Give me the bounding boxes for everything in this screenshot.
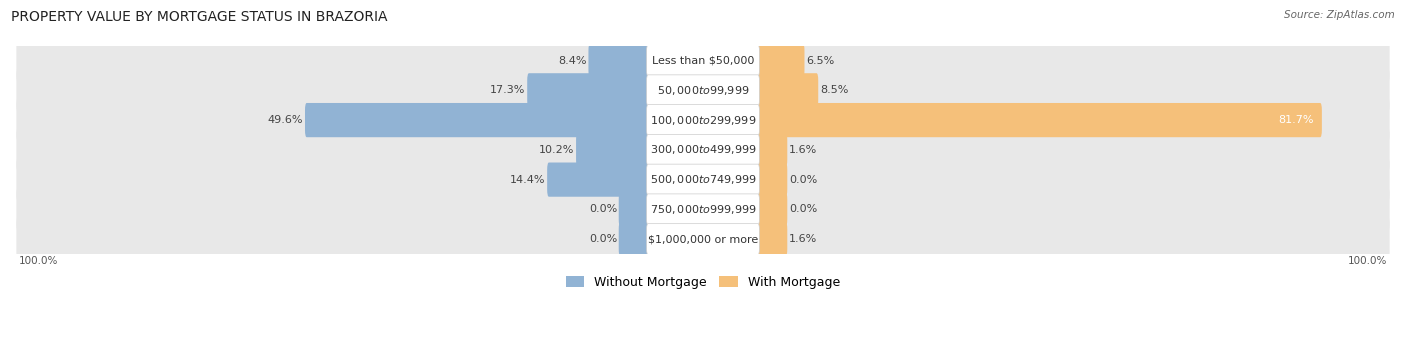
Text: $300,000 to $499,999: $300,000 to $499,999 bbox=[650, 143, 756, 157]
FancyBboxPatch shape bbox=[17, 187, 1389, 232]
FancyBboxPatch shape bbox=[756, 222, 787, 256]
FancyBboxPatch shape bbox=[17, 127, 1389, 173]
FancyBboxPatch shape bbox=[756, 192, 787, 226]
FancyBboxPatch shape bbox=[619, 192, 650, 226]
FancyBboxPatch shape bbox=[589, 43, 650, 78]
Text: 0.0%: 0.0% bbox=[789, 175, 817, 184]
Text: 100.0%: 100.0% bbox=[18, 256, 58, 266]
Text: 100.0%: 100.0% bbox=[1348, 256, 1388, 266]
Text: $500,000 to $749,999: $500,000 to $749,999 bbox=[650, 173, 756, 186]
FancyBboxPatch shape bbox=[305, 103, 650, 137]
FancyBboxPatch shape bbox=[17, 68, 1389, 113]
FancyBboxPatch shape bbox=[647, 45, 759, 76]
FancyBboxPatch shape bbox=[647, 194, 759, 225]
Text: 17.3%: 17.3% bbox=[491, 85, 526, 95]
Text: 1.6%: 1.6% bbox=[789, 145, 817, 155]
FancyBboxPatch shape bbox=[756, 73, 818, 107]
Legend: Without Mortgage, With Mortgage: Without Mortgage, With Mortgage bbox=[561, 271, 845, 294]
FancyBboxPatch shape bbox=[647, 105, 759, 136]
Text: $50,000 to $99,999: $50,000 to $99,999 bbox=[657, 84, 749, 97]
FancyBboxPatch shape bbox=[647, 224, 759, 255]
FancyBboxPatch shape bbox=[527, 73, 650, 107]
Text: PROPERTY VALUE BY MORTGAGE STATUS IN BRAZORIA: PROPERTY VALUE BY MORTGAGE STATUS IN BRA… bbox=[11, 10, 388, 24]
Text: 6.5%: 6.5% bbox=[806, 56, 834, 65]
Text: 8.4%: 8.4% bbox=[558, 56, 586, 65]
FancyBboxPatch shape bbox=[756, 133, 787, 167]
FancyBboxPatch shape bbox=[756, 43, 804, 78]
Text: 0.0%: 0.0% bbox=[589, 204, 617, 214]
FancyBboxPatch shape bbox=[619, 222, 650, 256]
FancyBboxPatch shape bbox=[756, 163, 787, 197]
Text: $100,000 to $299,999: $100,000 to $299,999 bbox=[650, 114, 756, 127]
FancyBboxPatch shape bbox=[547, 163, 650, 197]
Text: 14.4%: 14.4% bbox=[510, 175, 546, 184]
Text: 8.5%: 8.5% bbox=[820, 85, 848, 95]
FancyBboxPatch shape bbox=[17, 157, 1389, 202]
Text: 1.6%: 1.6% bbox=[789, 234, 817, 244]
Text: $750,000 to $999,999: $750,000 to $999,999 bbox=[650, 203, 756, 216]
FancyBboxPatch shape bbox=[576, 133, 650, 167]
FancyBboxPatch shape bbox=[647, 164, 759, 195]
Text: Source: ZipAtlas.com: Source: ZipAtlas.com bbox=[1284, 10, 1395, 20]
Text: 81.7%: 81.7% bbox=[1278, 115, 1313, 125]
FancyBboxPatch shape bbox=[647, 75, 759, 106]
Text: 10.2%: 10.2% bbox=[538, 145, 574, 155]
FancyBboxPatch shape bbox=[756, 103, 1322, 137]
Text: 49.6%: 49.6% bbox=[267, 115, 304, 125]
FancyBboxPatch shape bbox=[17, 38, 1389, 83]
Text: 0.0%: 0.0% bbox=[789, 204, 817, 214]
FancyBboxPatch shape bbox=[17, 98, 1389, 143]
FancyBboxPatch shape bbox=[647, 134, 759, 165]
Text: Less than $50,000: Less than $50,000 bbox=[652, 56, 754, 65]
FancyBboxPatch shape bbox=[17, 217, 1389, 262]
Text: $1,000,000 or more: $1,000,000 or more bbox=[648, 234, 758, 244]
Text: 0.0%: 0.0% bbox=[589, 234, 617, 244]
